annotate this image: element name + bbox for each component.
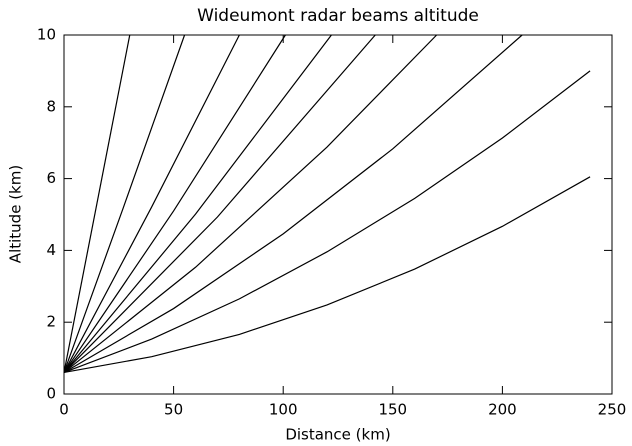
y-axis-label: Altitude (km)	[7, 165, 25, 263]
beam-line	[63, 70, 591, 374]
x-tick-label: 0	[59, 401, 69, 419]
beam-line	[63, 34, 240, 373]
beam-line	[63, 34, 286, 373]
x-tick-label: 250	[598, 401, 627, 419]
x-tick-label: 50	[164, 401, 183, 419]
y-tick-label: 2	[46, 313, 56, 331]
beam-line	[63, 176, 591, 374]
x-tick-label: 150	[378, 401, 407, 419]
y-tick-label: 10	[37, 26, 56, 44]
y-tick-label: 0	[46, 385, 56, 403]
x-tick-label: 100	[269, 401, 298, 419]
y-tick-label: 8	[46, 97, 56, 115]
beam-line	[63, 34, 523, 373]
x-axis-label: Distance (km)	[285, 426, 390, 444]
chart-title: Wideumont radar beams altitude	[197, 6, 479, 26]
beam-line	[63, 34, 376, 373]
y-tick-label: 4	[46, 241, 56, 259]
beam-line	[63, 34, 131, 373]
y-tick-label: 6	[46, 169, 56, 187]
beam-line	[63, 34, 186, 373]
plot-frame	[63, 34, 613, 395]
beam-line	[63, 34, 332, 373]
x-tick-label: 200	[488, 401, 517, 419]
beam-line	[63, 34, 438, 373]
